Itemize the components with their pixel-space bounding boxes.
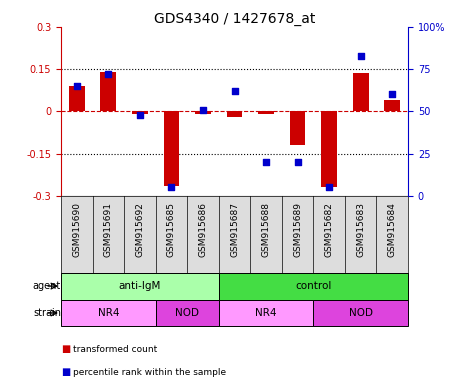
Point — [262, 159, 270, 165]
Text: GSM915690: GSM915690 — [72, 202, 81, 257]
Point — [231, 88, 238, 94]
Point — [199, 107, 207, 113]
Point — [357, 53, 364, 59]
Text: NR4: NR4 — [98, 308, 119, 318]
Bar — [132, 111, 148, 114]
Bar — [258, 111, 274, 114]
Bar — [313, 300, 408, 326]
Text: ■: ■ — [61, 367, 70, 377]
Text: GSM915689: GSM915689 — [293, 202, 302, 257]
Text: GSM915692: GSM915692 — [136, 202, 144, 257]
Bar — [100, 72, 116, 111]
Point — [136, 112, 144, 118]
Bar — [195, 111, 211, 114]
Text: NR4: NR4 — [255, 308, 277, 318]
Bar — [61, 273, 219, 300]
Text: GSM915691: GSM915691 — [104, 202, 113, 257]
Text: GSM915683: GSM915683 — [356, 202, 365, 257]
Point — [325, 184, 333, 190]
Point — [105, 71, 112, 77]
Bar — [164, 111, 179, 186]
Bar — [321, 111, 337, 187]
Point — [294, 159, 302, 165]
Text: GSM915685: GSM915685 — [167, 202, 176, 257]
Text: percentile rank within the sample: percentile rank within the sample — [73, 368, 226, 377]
Text: transformed count: transformed count — [73, 345, 157, 354]
Text: GSM915688: GSM915688 — [262, 202, 271, 257]
Text: strain: strain — [33, 308, 61, 318]
Point — [388, 91, 396, 98]
Text: anti-IgM: anti-IgM — [119, 281, 161, 291]
Bar — [61, 300, 156, 326]
Text: control: control — [295, 281, 332, 291]
Title: GDS4340 / 1427678_at: GDS4340 / 1427678_at — [154, 12, 315, 26]
Text: NOD: NOD — [349, 308, 373, 318]
Bar — [219, 300, 313, 326]
Point — [73, 83, 81, 89]
Text: NOD: NOD — [175, 308, 199, 318]
Bar — [353, 73, 369, 111]
Text: GSM915687: GSM915687 — [230, 202, 239, 257]
Text: GSM915684: GSM915684 — [388, 202, 397, 257]
Bar — [227, 111, 242, 117]
Bar — [156, 300, 219, 326]
Bar — [69, 86, 84, 111]
Text: GSM915686: GSM915686 — [198, 202, 207, 257]
Text: ■: ■ — [61, 344, 70, 354]
Bar — [290, 111, 305, 145]
Bar — [219, 273, 408, 300]
Point — [167, 184, 175, 190]
Bar — [385, 100, 400, 111]
Text: GSM915682: GSM915682 — [325, 202, 333, 257]
Text: agent: agent — [33, 281, 61, 291]
